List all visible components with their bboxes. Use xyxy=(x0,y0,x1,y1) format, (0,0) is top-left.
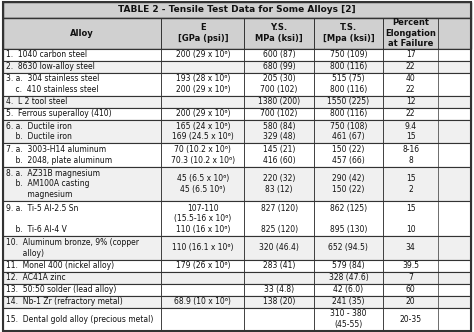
Text: 310 - 380
(45-55): 310 - 380 (45-55) xyxy=(330,309,366,329)
Text: 8. a.  AZ31B magnesium
    b.  AM100A casting
         magnesium: 8. a. AZ31B magnesium b. AM100A casting … xyxy=(6,169,100,199)
Bar xyxy=(383,167,438,202)
Bar xyxy=(3,73,471,96)
Bar xyxy=(3,167,161,202)
Bar xyxy=(3,284,161,296)
Bar xyxy=(245,48,314,60)
Text: 145 (21)
416 (60): 145 (21) 416 (60) xyxy=(263,145,295,165)
Text: 5.  Ferrous superalloy (410): 5. Ferrous superalloy (410) xyxy=(6,110,111,119)
Text: 70 (10.2 x 10⁶)
70.3 (10.2 x 10⁶): 70 (10.2 x 10⁶) 70.3 (10.2 x 10⁶) xyxy=(171,145,235,165)
Bar xyxy=(3,260,161,272)
Text: TABLE 2 - Tensile Test Data for Some Alloys [2]: TABLE 2 - Tensile Test Data for Some All… xyxy=(118,5,356,14)
Text: 283 (41): 283 (41) xyxy=(263,261,295,270)
Bar xyxy=(245,272,314,284)
Text: 1.  1040 carbon steel: 1. 1040 carbon steel xyxy=(6,50,87,59)
Bar xyxy=(3,296,471,308)
Text: 6. a.  Ductile iron
    b.  Ductile iron: 6. a. Ductile iron b. Ductile iron xyxy=(6,122,72,141)
Bar xyxy=(314,236,383,260)
Bar xyxy=(161,73,245,96)
Bar xyxy=(161,96,245,108)
Text: 320 (46.4): 320 (46.4) xyxy=(259,243,299,252)
Bar xyxy=(383,272,438,284)
Bar xyxy=(3,96,161,108)
Bar xyxy=(3,143,471,167)
Bar xyxy=(314,260,383,272)
Text: 60: 60 xyxy=(406,285,416,294)
Text: 22: 22 xyxy=(406,62,415,71)
Text: 652 (94.5): 652 (94.5) xyxy=(328,243,368,252)
Bar xyxy=(383,73,438,96)
Bar xyxy=(3,308,471,331)
Text: 8-16
8: 8-16 8 xyxy=(402,145,419,165)
Bar xyxy=(245,296,314,308)
Bar xyxy=(3,108,161,120)
Text: Y.S.
MPa (ksi)]: Y.S. MPa (ksi)] xyxy=(255,23,303,43)
Text: 12: 12 xyxy=(406,97,415,106)
Text: 515 (75)
800 (116): 515 (75) 800 (116) xyxy=(330,74,367,94)
Text: 750 (108)
461 (67): 750 (108) 461 (67) xyxy=(330,122,367,141)
Bar xyxy=(3,260,471,272)
Bar xyxy=(383,48,438,60)
Text: 20-35: 20-35 xyxy=(400,315,422,324)
Bar xyxy=(3,272,471,284)
Text: 205 (30)
700 (102): 205 (30) 700 (102) xyxy=(260,74,298,94)
Text: 15

10: 15 10 xyxy=(406,204,415,234)
Bar xyxy=(161,108,245,120)
Bar xyxy=(314,272,383,284)
Text: 179 (26 x 10⁶): 179 (26 x 10⁶) xyxy=(175,261,230,270)
Bar xyxy=(3,18,161,48)
Bar xyxy=(161,260,245,272)
Bar xyxy=(314,120,383,143)
Text: 862 (125)

895 (130): 862 (125) 895 (130) xyxy=(330,204,367,234)
Text: 110 (16.1 x 10⁶): 110 (16.1 x 10⁶) xyxy=(172,243,234,252)
Text: 33 (4.8): 33 (4.8) xyxy=(264,285,294,294)
Text: 9.4
15: 9.4 15 xyxy=(405,122,417,141)
Bar xyxy=(161,120,245,143)
Text: 150 (22)
457 (66): 150 (22) 457 (66) xyxy=(332,145,365,165)
Bar xyxy=(3,284,471,296)
Bar xyxy=(3,48,471,60)
Text: 42 (6.0): 42 (6.0) xyxy=(333,285,364,294)
Bar xyxy=(383,108,438,120)
Text: 580 (84)
329 (48): 580 (84) 329 (48) xyxy=(263,122,295,141)
Text: 193 (28 x 10⁶)
200 (29 x 10⁶): 193 (28 x 10⁶) 200 (29 x 10⁶) xyxy=(175,74,230,94)
Bar xyxy=(245,120,314,143)
Bar xyxy=(161,272,245,284)
Bar xyxy=(245,284,314,296)
Bar xyxy=(161,296,245,308)
Text: 10.  Aluminum bronze, 9% (copper
       alloy): 10. Aluminum bronze, 9% (copper alloy) xyxy=(6,238,139,258)
Text: 138 (20): 138 (20) xyxy=(263,297,295,306)
Text: 827 (120)

825 (120): 827 (120) 825 (120) xyxy=(261,204,298,234)
Bar xyxy=(245,108,314,120)
Bar xyxy=(383,284,438,296)
Bar xyxy=(314,60,383,73)
Text: 11.  Monel 400 (nickel alloy): 11. Monel 400 (nickel alloy) xyxy=(6,261,114,270)
Bar xyxy=(314,284,383,296)
Text: 290 (42)
150 (22): 290 (42) 150 (22) xyxy=(332,174,365,194)
Text: 750 (109): 750 (109) xyxy=(329,50,367,59)
Bar xyxy=(383,96,438,108)
Bar xyxy=(3,73,161,96)
Bar xyxy=(3,120,161,143)
Bar xyxy=(314,143,383,167)
Text: 1380 (200): 1380 (200) xyxy=(258,97,300,106)
Bar xyxy=(161,60,245,73)
Bar xyxy=(3,60,161,73)
Bar xyxy=(3,272,161,284)
Bar xyxy=(245,60,314,73)
Text: 15.  Dental gold alloy (precious metal): 15. Dental gold alloy (precious metal) xyxy=(6,315,154,324)
Text: 15
2: 15 2 xyxy=(406,174,415,194)
Bar xyxy=(161,284,245,296)
Text: 579 (84): 579 (84) xyxy=(332,261,365,270)
Text: 680 (99): 680 (99) xyxy=(263,62,295,71)
Text: 800 (116): 800 (116) xyxy=(330,110,367,119)
Bar xyxy=(161,236,245,260)
Text: 68.9 (10 x 10⁶): 68.9 (10 x 10⁶) xyxy=(174,297,231,306)
Bar xyxy=(161,167,245,202)
Text: 328 (47.6): 328 (47.6) xyxy=(328,273,368,282)
Bar xyxy=(245,308,314,331)
Text: 220 (32)
83 (12): 220 (32) 83 (12) xyxy=(263,174,295,194)
Text: 800 (116): 800 (116) xyxy=(330,62,367,71)
Bar xyxy=(383,120,438,143)
Text: T.S.
[Mpa (ksi)]: T.S. [Mpa (ksi)] xyxy=(322,23,374,43)
Text: 22: 22 xyxy=(406,110,415,119)
